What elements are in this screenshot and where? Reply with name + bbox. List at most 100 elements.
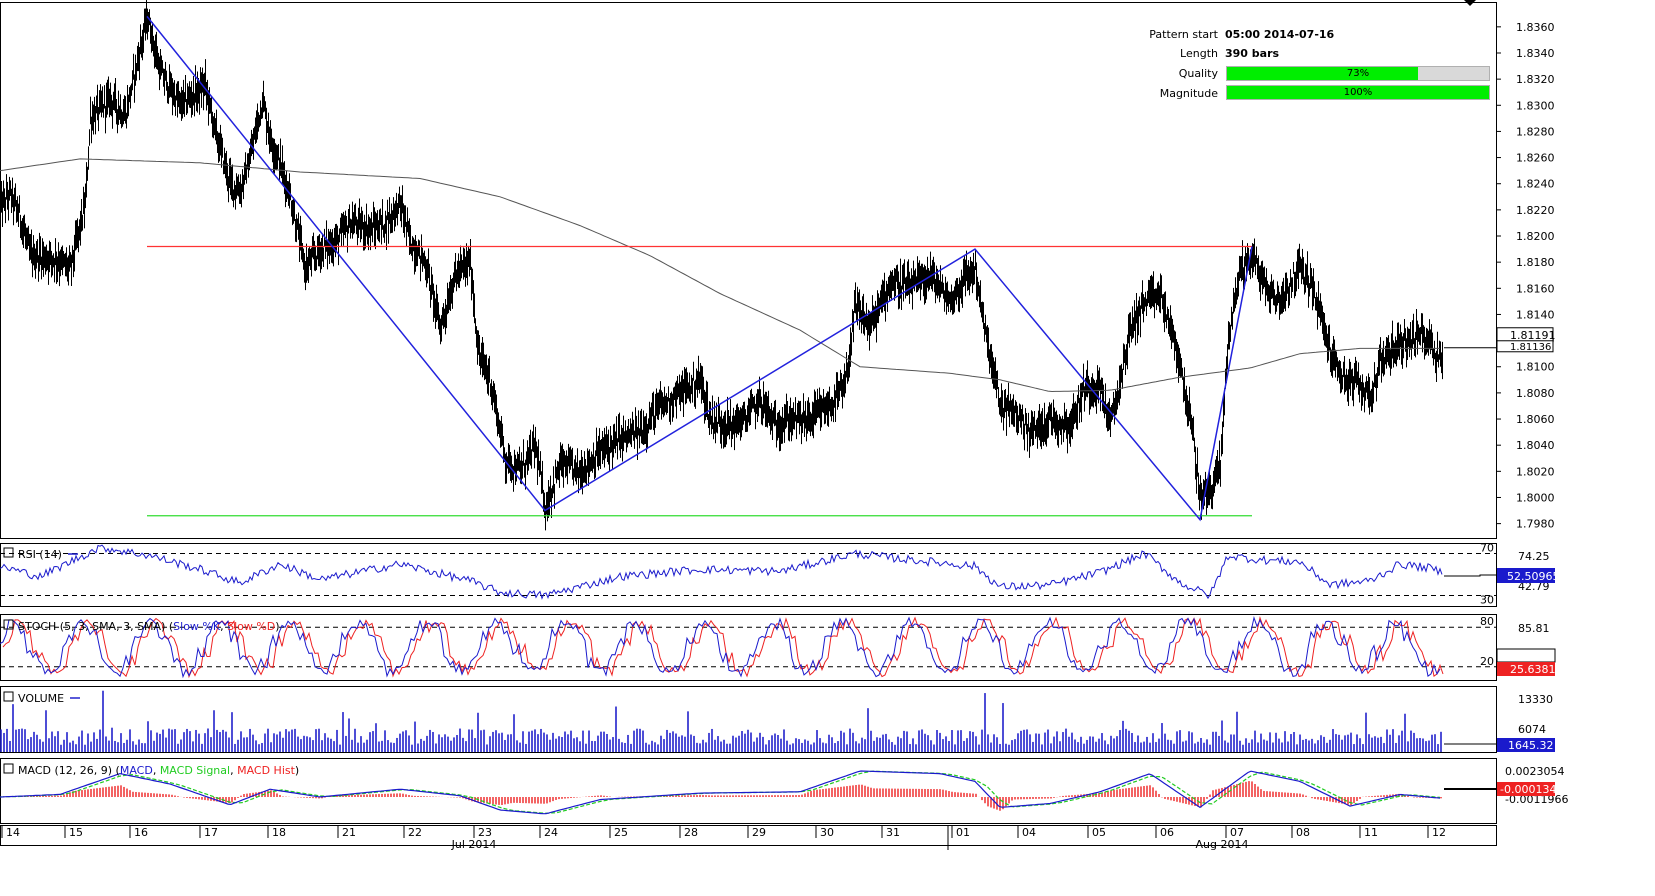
rsi-last-box (1497, 568, 1555, 583)
rsi-line (0, 544, 1443, 600)
quality-bar-fill (1227, 67, 1419, 80)
stoch-k-line (0, 615, 1441, 679)
month-label-jul: Jul 2014 (451, 838, 497, 851)
day-label: 12 (1432, 826, 1446, 839)
stoch-d-line (2, 615, 1444, 679)
day-label: 06 (1160, 826, 1174, 839)
day-label: 15 (69, 826, 83, 839)
day-label: 14 (6, 826, 20, 839)
price-tick-label: 1.8220 (1516, 204, 1555, 217)
magnitude-bar-fill (1227, 86, 1489, 99)
panel-frame-macd (0, 758, 1497, 824)
day-label: 21 (342, 826, 356, 839)
price-tick-label: 1.8100 (1516, 361, 1555, 374)
length-label: Length (1180, 47, 1218, 60)
macd-close-box-icon (3, 763, 14, 774)
panel-frame-vol (0, 686, 1497, 753)
rsi-level-label: 30 (1480, 594, 1494, 607)
stoch-k-box (1496, 648, 1556, 663)
rsi-tick-bottom: 42.79 (1518, 580, 1550, 593)
month-label-aug: Aug 2014 (1196, 838, 1249, 851)
stoch-last-label: 25.6381 (1510, 663, 1556, 676)
day-label: 01 (956, 826, 970, 839)
price-tick-label: 1.8300 (1516, 99, 1555, 112)
price-tick-label: 1.8340 (1516, 47, 1555, 60)
stoch-legend: STOCH (5, 3, SMA, 3, SMA) (Slow %K, Slow… (18, 620, 280, 633)
price-tick-label: 1.8160 (1516, 282, 1555, 295)
stoch-tick-top: 85.81 (1518, 622, 1550, 635)
last-price-label: 1.81191 (1510, 329, 1556, 342)
volume-close-box-icon (3, 691, 14, 702)
price-tick-label: 1.8280 (1516, 125, 1555, 138)
price-tick-label: 1.7980 (1516, 518, 1555, 531)
macd-tick-bottom: -0.0011966 (1505, 793, 1568, 806)
day-label: 24 (544, 826, 558, 839)
stoch-last-box (1497, 662, 1555, 676)
price-tick-label: 1.8020 (1516, 465, 1555, 478)
volume-tick-mid: 6074 (1518, 723, 1546, 736)
price-tick-label: 1.8040 (1516, 439, 1555, 452)
day-label: 18 (272, 826, 286, 839)
stoch-close-box-icon (3, 619, 14, 630)
day-label: 29 (752, 826, 766, 839)
volume-last-box (1497, 738, 1555, 752)
day-label: 11 (1364, 826, 1378, 839)
scroll-marker-icon (1464, 0, 1476, 6)
stoch-level-label: 80 (1480, 615, 1494, 628)
last-price-hidden-label: 1.81136 (1510, 342, 1551, 353)
length-value: 390 bars (1225, 47, 1280, 60)
volume-last-label: 1645.32 (1508, 739, 1554, 752)
rsi-close-box-icon (3, 547, 14, 558)
rsi-level-label: 70 (1480, 542, 1494, 555)
quality-bar-text: 73% (1346, 68, 1370, 79)
macd-legend: MACD (12, 26, 9) (MACD, MACD Signal, MAC… (18, 764, 299, 777)
price-bars (0, 0, 1443, 531)
price-tick-label: 1.8180 (1516, 256, 1555, 269)
price-tick-label: 1.8060 (1516, 413, 1555, 426)
day-label: 30 (820, 826, 834, 839)
quality-bar: 73% (1226, 66, 1490, 81)
day-label: 31 (886, 826, 900, 839)
price-tick-label: 1.8200 (1516, 230, 1555, 243)
price-tick-label: 1.8080 (1516, 387, 1555, 400)
macd-line (0, 770, 1441, 815)
last-price-box (1496, 327, 1554, 342)
volume-legend: VOLUME (18, 692, 64, 705)
magnitude-label: Magnitude (1159, 87, 1218, 100)
pattern-start-label: Pattern start (1149, 28, 1218, 41)
magnitude-bar: 100% (1226, 85, 1490, 100)
price-tick-label: 1.8360 (1516, 21, 1555, 34)
price-tick-label: 1.8000 (1516, 491, 1555, 504)
panel-frame-rsi (0, 543, 1497, 607)
magnitude-bar-text: 100% (1343, 87, 1373, 98)
day-label: 23 (478, 826, 492, 839)
macd-last-box (1497, 782, 1555, 796)
pattern-start-value: 05:00 2014-07-16 (1225, 28, 1335, 41)
stoch-level-label: 20 (1480, 655, 1494, 668)
day-label: 16 (134, 826, 148, 839)
volume-tick-top: 13330 (1518, 693, 1553, 706)
day-label: 17 (204, 826, 218, 839)
panel-frame-price (0, 2, 1497, 539)
pattern-zigzag (146, 15, 1253, 522)
day-label: 22 (408, 826, 422, 839)
price-tick-label: 1.8260 (1516, 152, 1555, 165)
macd-tick-top: 0.0023054 (1505, 765, 1565, 778)
day-label: 28 (684, 826, 698, 839)
day-label: 25 (614, 826, 628, 839)
day-label: 04 (1022, 826, 1036, 839)
macd-last-label: -0.0001344 (1500, 783, 1563, 796)
day-label: 08 (1296, 826, 1310, 839)
volume-bars (0, 690, 1442, 752)
panel-frame-stoch (0, 614, 1497, 681)
macd-hist (3, 781, 1442, 811)
day-label: 07 (1230, 826, 1244, 839)
quality-label: Quality (1178, 67, 1218, 80)
rsi-legend: RSI (14) (18, 548, 62, 561)
price-tick-label: 1.8140 (1516, 308, 1555, 321)
rsi-last-label: 52.50965 (1507, 570, 1560, 583)
day-label: 05 (1092, 826, 1106, 839)
rsi-last-connector (1444, 574, 1496, 577)
sma-line (0, 158, 1440, 393)
